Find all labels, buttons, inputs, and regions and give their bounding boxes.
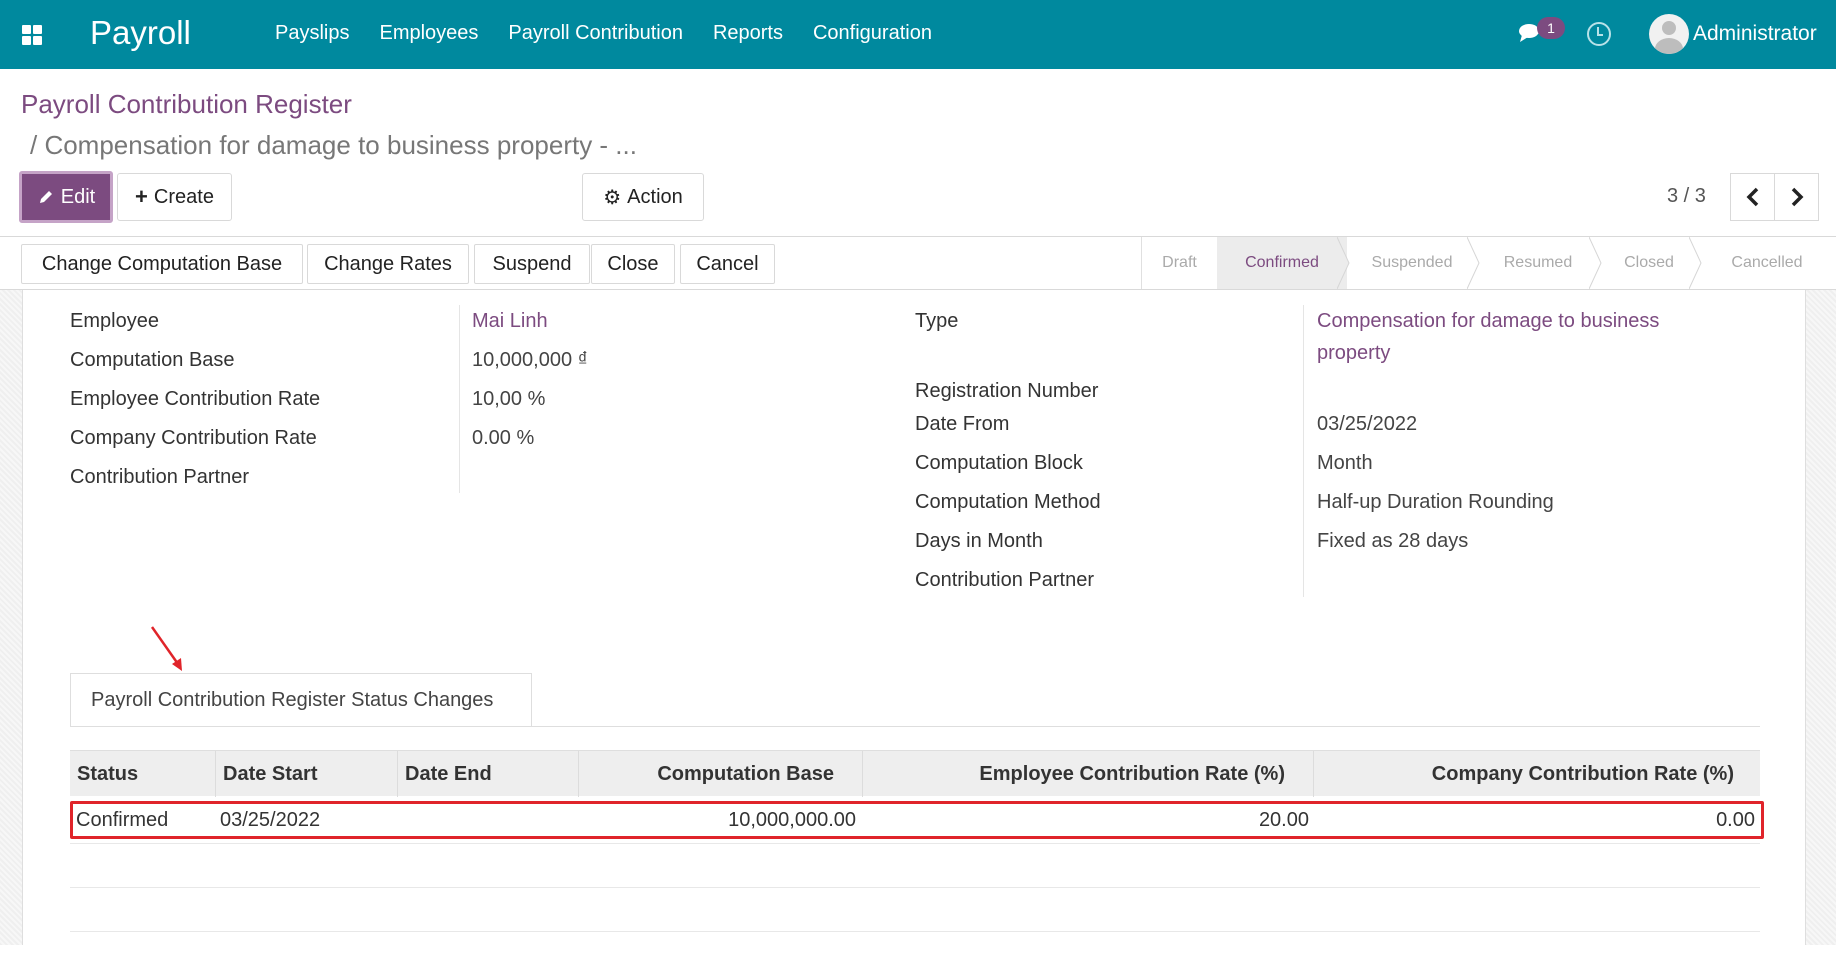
date-from-label: Date From: [915, 413, 1010, 435]
stage-cancelled-label: Cancelled: [1731, 254, 1803, 271]
stage-suspended-label: Suspended: [1371, 254, 1453, 271]
breadcrumb-parent[interactable]: Payroll Contribution Register: [21, 89, 352, 119]
cancel-button[interactable]: Cancel: [680, 244, 775, 284]
cell-company-contribution-rate: 0.00: [1716, 808, 1755, 831]
computation-method-value: Half-up Duration Rounding: [1317, 491, 1554, 513]
column-employee-contribution-rate[interactable]: Employee Contribution Rate (%): [862, 751, 1313, 797]
suspend-button[interactable]: Suspend: [474, 244, 590, 284]
employee-value[interactable]: Mai Linh: [472, 310, 548, 332]
status-bar: Change Computation Base Change Rates Sus…: [0, 236, 1836, 290]
right-contribution-partner-label: Contribution Partner: [915, 569, 1094, 591]
stage-cancelled[interactable]: Cancelled: [1699, 237, 1835, 289]
table-header: Status Date Start Date End Computation B…: [70, 750, 1760, 797]
create-button[interactable]: + Create: [117, 173, 232, 221]
stage-draft[interactable]: Draft: [1141, 237, 1217, 289]
cell-employee-contribution-rate: 20.00: [1258, 808, 1309, 831]
change-computation-base-button[interactable]: Change Computation Base: [21, 244, 303, 284]
company-contribution-rate-label: Company Contribution Rate: [70, 427, 317, 449]
pager-previous-button[interactable]: [1730, 173, 1775, 221]
computation-block-value: Month: [1317, 452, 1373, 474]
computation-base-value: 10,000,000 ₫: [472, 349, 588, 371]
stage-arrow: [1589, 237, 1602, 289]
employee-label: Employee: [70, 310, 159, 332]
menu-item-employees[interactable]: Employees: [379, 22, 479, 44]
pager-counter: 3 / 3: [1667, 185, 1706, 207]
action-button[interactable]: ⚙ Action: [582, 173, 704, 221]
cell-date-start: 03/25/2022: [220, 808, 321, 831]
column-date-start[interactable]: Date Start: [215, 751, 397, 797]
activity-clock-icon[interactable]: [1587, 22, 1611, 46]
annotation-arrow-icon: [150, 626, 182, 671]
change-rates-button[interactable]: Change Rates: [307, 244, 469, 284]
pager-next-button[interactable]: [1774, 173, 1819, 221]
tab-divider: [70, 726, 1760, 727]
stage-confirmed[interactable]: Confirmed: [1217, 237, 1350, 289]
stage-resumed-label: Resumed: [1503, 254, 1573, 271]
stage-suspended[interactable]: Suspended: [1347, 237, 1480, 289]
stage-closed-label: Closed: [1624, 254, 1674, 271]
days-in-month-value: Fixed as 28 days: [1317, 530, 1469, 552]
table-row[interactable]: Confirmed 03/25/2022 10,000,000.00 20.00…: [70, 801, 1764, 839]
stage-arrow: [1337, 237, 1350, 289]
cell-date-end: [400, 804, 581, 836]
edit-label: Edit: [60, 185, 96, 208]
pencil-icon: [39, 191, 52, 203]
company-contribution-rate-value: 0.00 %: [472, 427, 535, 449]
cell-status: Confirmed: [76, 808, 169, 831]
stage-confirmed-label: Confirmed: [1245, 254, 1319, 271]
user-name[interactable]: Administrator: [1693, 22, 1817, 45]
employee-contribution-rate-label: Employee Contribution Rate: [70, 388, 321, 410]
stage-pipeline: Draft Confirmed Suspended Resumed Closed…: [1141, 237, 1835, 289]
column-status[interactable]: Status: [77, 762, 139, 785]
breadcrumb-current: / Compensation for damage to business pr…: [30, 130, 637, 160]
type-value-line2[interactable]: property: [1317, 342, 1391, 364]
menu-item-reports[interactable]: Reports: [712, 22, 783, 44]
stage-draft-label: Draft: [1162, 254, 1197, 271]
type-value-line1[interactable]: Compensation for damage to business: [1317, 310, 1660, 332]
chat-icon[interactable]: [1518, 22, 1544, 44]
column-company-contribution-rate[interactable]: Company Contribution Rate (%): [1313, 751, 1760, 797]
chat-count-badge: 1: [1537, 17, 1565, 39]
tab-status-changes[interactable]: Payroll Contribution Register Status Cha…: [70, 673, 532, 727]
column-date-end[interactable]: Date End: [397, 751, 578, 797]
computation-base-label: Computation Base: [70, 349, 235, 371]
form-sheet: [22, 290, 1806, 945]
registration-number-label: Registration Number: [915, 380, 1099, 402]
right-group-divider: [1303, 305, 1304, 597]
apps-menu-icon[interactable]: [22, 25, 42, 45]
chevron-left-icon: [1746, 187, 1758, 207]
stage-closed[interactable]: Closed: [1599, 237, 1702, 289]
date-from-value: 03/25/2022: [1317, 413, 1418, 435]
menu-item-payroll-contribution[interactable]: Payroll Contribution: [508, 22, 683, 44]
create-label: Create: [153, 185, 214, 208]
main-menu: Payslips Employees Payroll Contribution …: [275, 22, 962, 45]
user-avatar[interactable]: [1649, 14, 1689, 54]
edit-button[interactable]: Edit: [19, 171, 113, 223]
menu-item-configuration[interactable]: Configuration: [812, 22, 932, 44]
computation-block-label: Computation Block: [915, 452, 1083, 474]
table-empty-row: [70, 931, 1760, 975]
computation-method-label: Computation Method: [915, 491, 1101, 513]
table-empty-row: [70, 843, 1760, 887]
app-brand[interactable]: Payroll: [90, 14, 191, 51]
days-in-month-label: Days in Month: [915, 530, 1043, 552]
contribution-partner-label: Contribution Partner: [70, 466, 249, 488]
action-label: Action: [627, 185, 683, 208]
cell-computation-base: 10,000,000.00: [728, 808, 856, 831]
type-label: Type: [915, 310, 959, 332]
close-button[interactable]: Close: [591, 244, 675, 284]
stage-arrow: [1689, 237, 1702, 289]
menu-item-payslips[interactable]: Payslips: [275, 22, 350, 44]
top-navbar: Payroll Payslips Employees Payroll Contr…: [0, 0, 1836, 69]
gear-icon: ⚙: [603, 186, 622, 209]
stage-arrow: [1467, 237, 1480, 289]
column-computation-base[interactable]: Computation Base: [578, 751, 862, 797]
plus-icon: +: [135, 184, 148, 209]
stage-resumed[interactable]: Resumed: [1477, 237, 1602, 289]
chevron-right-icon: [1791, 187, 1803, 207]
employee-contribution-rate-value: 10,00 %: [472, 388, 546, 410]
table-empty-row: [70, 887, 1760, 931]
left-group-divider: [459, 305, 460, 493]
